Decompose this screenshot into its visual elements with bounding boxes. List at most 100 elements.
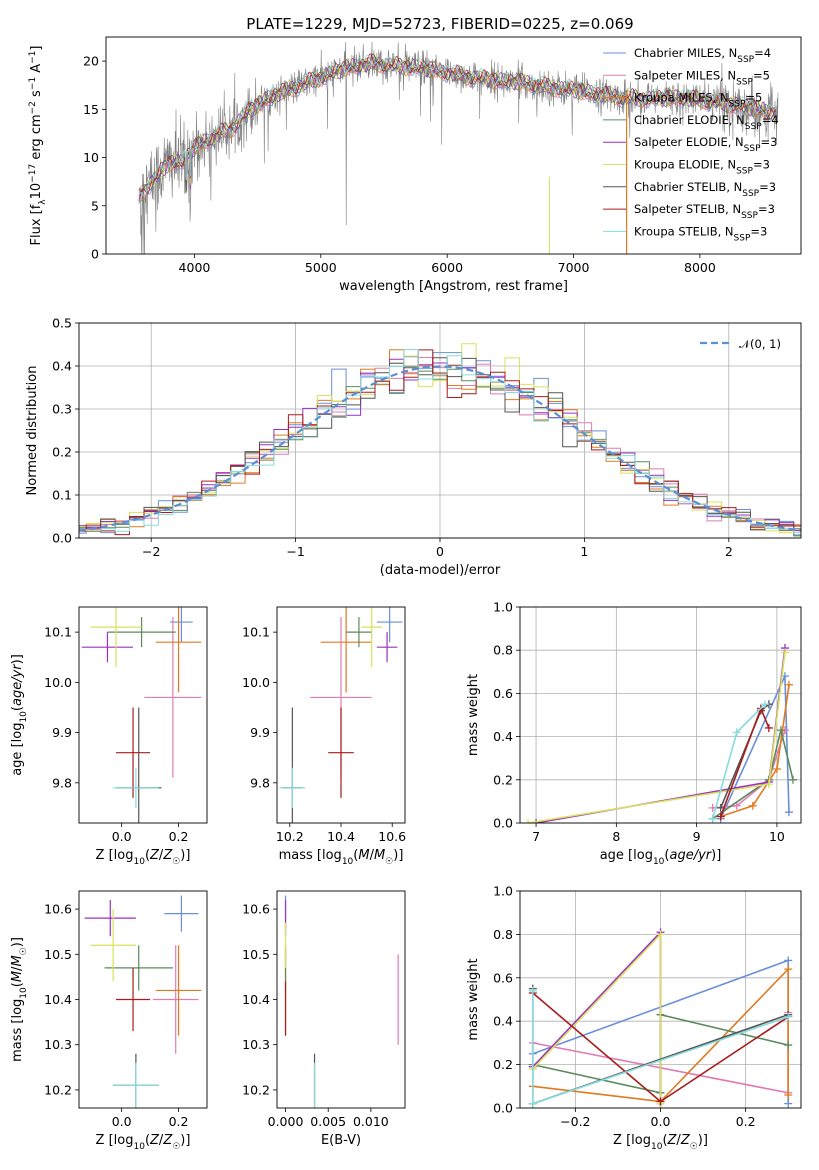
- legend-label-normal: 𝒩(0, 1): [739, 337, 781, 351]
- massweight-vs-age-marker-salpeter-miles: [732, 801, 741, 810]
- age-vs-mass-xlabel: mass [log10(M/M☉)]: [279, 848, 404, 867]
- massweight-vs-z-marker-kroupa-miles: [784, 1090, 793, 1099]
- massweight-vs-age-ytick-label: 0.6: [493, 686, 513, 701]
- mass-vs-ebv-ytick-label: 10.4: [242, 992, 270, 1007]
- massweight-vs-age-marker-chabrier-miles: [784, 808, 793, 817]
- spectrum-xtick-label: 6000: [431, 260, 463, 275]
- mass-vs-ebv-plot-area: [284, 895, 399, 1108]
- mass-vs-z-point-salpeter-miles: [152, 945, 199, 1054]
- legend-item-chabrier-elodie: Chabrier ELODIE, NSSP=4: [603, 113, 779, 132]
- age-vs-z-point-chabrier-miles: [170, 607, 193, 643]
- massweight-vs-age-marker-salpeter-stelib: [764, 723, 773, 732]
- age-vs-z-ytick-label: 9.8: [52, 775, 72, 790]
- age-vs-z-point-chabrier-elodie: [107, 617, 176, 648]
- massweight-vs-z-ytick-label: 1.0: [493, 884, 513, 899]
- age-vs-mass-ytick-label: 9.8: [250, 775, 270, 790]
- massweight-vs-z-marker-chabrier-miles: [784, 1099, 793, 1108]
- residuals-ylabel: Normed distribution: [25, 366, 40, 496]
- age-vs-mass-ytick-label: 10.1: [242, 625, 270, 640]
- age-vs-mass-xtick-label: 10.6: [378, 829, 406, 844]
- age-vs-z-point-kroupa-stelib: [113, 767, 159, 808]
- spectrum-axes: 4000 5000 6000 7000 8000 0 5 10 15 20 Flux [fλ10−1…: [28, 36, 802, 294]
- massweight-vs-z-marker-kroupa-miles: [784, 965, 793, 974]
- age-vs-z-point-salpeter-miles: [144, 617, 202, 778]
- massweight-vs-age-series-kroupa-elodie: [524, 648, 789, 823]
- mass-vs-ebv-ytick-label: 10.3: [242, 1037, 270, 1052]
- mass-vs-z-point-kroupa-elodie: [90, 909, 136, 982]
- spectrum-xtick-label: 4000: [179, 260, 211, 275]
- massweight-vs-age-marker-salpeter-elodie: [532, 819, 541, 823]
- residual-step-kroupa-stelib: [79, 349, 801, 533]
- massweight-vs-z-ytick-label: 0.4: [493, 1014, 513, 1029]
- legend-item-kroupa-elodie: Kroupa ELODIE, NSSP=3: [603, 158, 770, 177]
- legend-item-salpeter-miles: Salpeter MILES, NSSP=5: [603, 68, 770, 87]
- spectrum-ytick-label: 5: [91, 198, 99, 213]
- massweight-vs-z-axes: −0.2 0.0 0.2 0.0 0.2 0.4 0.6 0.8 1.0 Z [log10(Z/Z…: [466, 884, 802, 1152]
- age-vs-mass-point-salpeter-stelib: [328, 707, 354, 798]
- age-vs-mass-xtick-label: 10.4: [327, 829, 355, 844]
- mass-vs-z-ytick-label: 10.2: [44, 1082, 72, 1097]
- spectrum-ytick-label: 0: [91, 247, 99, 262]
- legend-label-salpeter-miles: Salpeter MILES, NSSP=5: [634, 68, 770, 87]
- legend-label-chabrier-stelib: Chabrier STELIB, NSSP=3: [634, 180, 776, 199]
- spectrum-xtick-label: 5000: [305, 260, 337, 275]
- age-vs-z-ytick-label: 10.0: [44, 675, 72, 690]
- massweight-vs-z-marker-chabrier-elodie: [784, 1041, 793, 1050]
- massweight-vs-z-ytick-label: 0.2: [493, 1057, 513, 1072]
- massweight-vs-age-frame: [519, 606, 802, 824]
- spectrum-frame: [105, 36, 802, 255]
- mass-vs-z-point-chabrier-elodie: [104, 945, 173, 991]
- spectrum-ytick-label: 10: [83, 150, 99, 165]
- massweight-vs-age-xlabel: age [log10(age/yr)]: [600, 848, 722, 867]
- mass-vs-z-frame: [78, 890, 208, 1109]
- legend-label-kroupa-stelib: Kroupa STELIB, NSSP=3: [634, 224, 767, 243]
- massweight-vs-z-marker-kroupa-elodie: [656, 930, 665, 939]
- residuals-xtick-label: 0: [436, 544, 444, 559]
- figure-title: PLATE=1229, MJD=52723, FIBERID=0225, z=0…: [246, 15, 633, 33]
- massweight-vs-z-xtick-label: 0.0: [651, 1114, 671, 1129]
- legend-item-chabrier-miles: Chabrier MILES, NSSP=4: [603, 46, 771, 65]
- spectrum-model-line-chabrier-stelib: [138, 53, 776, 193]
- legend-label-kroupa-elodie: Kroupa ELODIE, NSSP=3: [634, 158, 770, 177]
- mass-vs-z-ytick-label: 10.3: [44, 1037, 72, 1052]
- age-vs-mass-point-kroupa-stelib: [279, 767, 306, 808]
- massweight-vs-z-xtick-label: −0.2: [560, 1114, 590, 1129]
- massweight-vs-age-xtick-label: 7: [532, 829, 540, 844]
- massweight-vs-z-marker-chabrier-miles: [784, 956, 793, 965]
- mass-vs-z-point-kroupa-miles: [155, 945, 202, 1036]
- mass-vs-z-xlabel: Z [log10(Z/Z☉)]: [96, 1133, 191, 1152]
- mass-vs-z-ytick-label: 10.6: [44, 902, 72, 917]
- mass-vs-ebv-xtick-label: 0.000: [268, 1114, 304, 1129]
- age-vs-z-ytick-label: 10.1: [44, 625, 72, 640]
- residuals-frame: [78, 322, 802, 539]
- massweight-vs-z-line-kroupa-miles: [532, 967, 789, 1103]
- massweight-vs-age-xtick-label: 8: [612, 829, 620, 844]
- massweight-vs-age-marker-kroupa-stelib: [760, 700, 769, 709]
- massweight-vs-age-marker-kroupa-stelib: [708, 814, 717, 823]
- legend-label-kroupa-miles: Kroupa MILES, NSSP=5: [634, 91, 762, 110]
- age-vs-z-ylabel: age [log10(age/yr)]: [10, 654, 29, 776]
- residuals-ytick-label: 0.0: [52, 531, 72, 546]
- residual-histogram-kroupa-stelib: [79, 349, 801, 533]
- mass-vs-z-axes: 0.0 0.2 10.2 10.3 10.4 10.5 10.6 Z [log10(Z/Z☉)…: [10, 890, 208, 1152]
- age-vs-mass-ytick-label: 10.0: [242, 675, 270, 690]
- mass-vs-ebv-ytick-label: 10.6: [242, 902, 270, 917]
- age-vs-mass-point-chabrier-elodie: [346, 617, 372, 648]
- residuals-axes: −2 −1 0 1 2 0.0 0.1 0.2 0.3 0.4 0.5 𝒩(0, 1) Normed d…: [25, 316, 802, 578]
- massweight-vs-age-marker-kroupa-miles: [748, 801, 757, 810]
- spectrum-xtick-label: 8000: [684, 260, 716, 275]
- age-vs-mass-axes: 10.2 10.4 10.6 9.8 9.9 10.0 10.1 mass [log10(M/…: [242, 606, 406, 867]
- legend-item-chabrier-stelib: Chabrier STELIB, NSSP=3: [603, 180, 776, 199]
- massweight-vs-z-plot-area: [528, 928, 793, 1108]
- massweight-vs-z-ylabel: mass weight: [466, 958, 481, 1040]
- mass-vs-ebv-xlabel: E(B-V): [321, 1133, 361, 1148]
- mass-vs-ebv-ytick-label: 10.5: [242, 947, 270, 962]
- spectrum-model-line-kroupa-stelib: [138, 54, 777, 197]
- mass-vs-z-ytick-label: 10.4: [44, 992, 72, 1007]
- normal-reference-curve: [79, 365, 801, 532]
- age-vs-z-point-salpeter-stelib: [115, 707, 151, 798]
- age-vs-z-xtick-label: 0.2: [169, 829, 189, 844]
- legend-item-kroupa-stelib: Kroupa STELIB, NSSP=3: [603, 224, 767, 243]
- age-vs-z-plot-area: [81, 607, 202, 823]
